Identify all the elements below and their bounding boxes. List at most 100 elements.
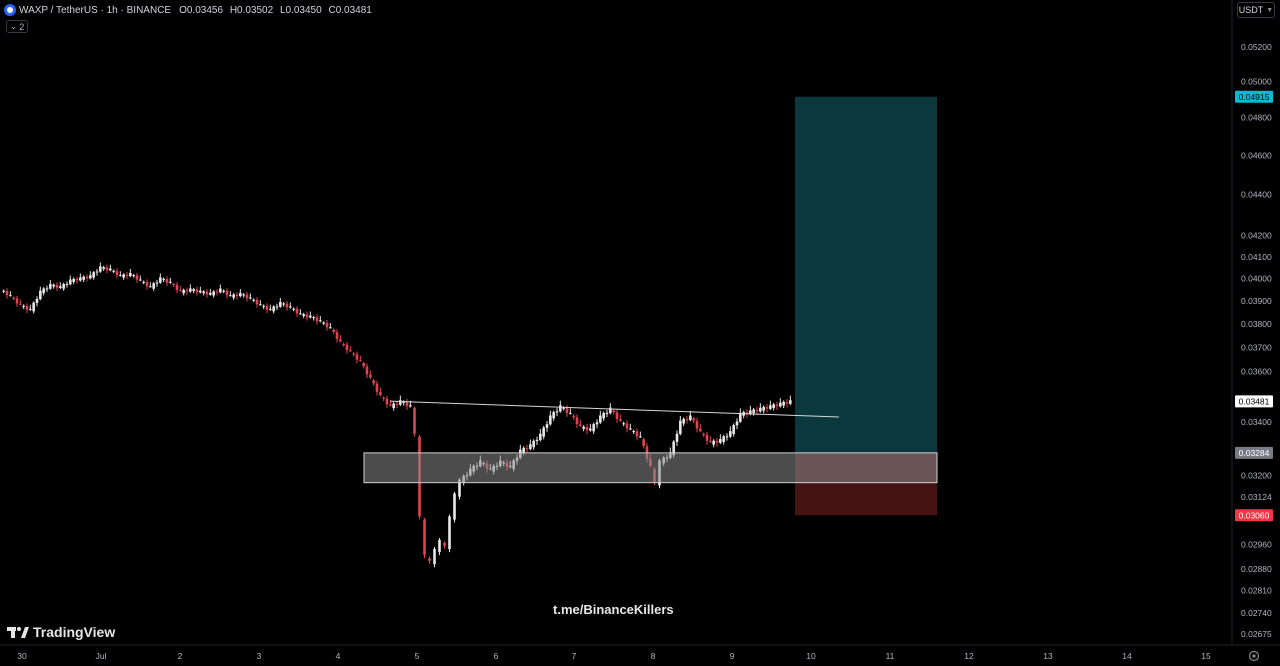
x-tick-label: 8 <box>651 651 656 661</box>
candle-body <box>52 284 55 287</box>
x-tick-label: 15 <box>1201 651 1211 661</box>
candle-body <box>152 283 155 289</box>
currency-label: USDT <box>1238 5 1264 15</box>
candle-body <box>689 415 692 421</box>
y-tick-label: 0.03800 <box>1241 319 1272 329</box>
candle-body <box>192 289 195 291</box>
candle-body <box>49 284 52 289</box>
candle-body <box>745 412 749 414</box>
candle-body <box>109 268 112 271</box>
y-tick-label: 0.03900 <box>1241 296 1272 306</box>
y-tick-label: 0.02810 <box>1241 586 1272 596</box>
candle-body <box>79 277 82 281</box>
candle-body <box>732 424 735 434</box>
candle-body <box>245 294 249 299</box>
candle-body <box>639 436 642 438</box>
candle-body <box>729 431 732 437</box>
x-tick-label: 11 <box>886 651 895 661</box>
candle-body <box>325 322 329 328</box>
target-price-badge-bg <box>1235 90 1273 103</box>
candle-body <box>329 327 332 329</box>
y-tick-label: 0.03700 <box>1241 343 1272 353</box>
candle-body <box>22 305 25 307</box>
candle-body <box>775 404 779 407</box>
candle-body <box>45 288 49 290</box>
candle-body <box>189 288 192 292</box>
candle-body <box>209 292 212 295</box>
candle-body <box>552 412 555 419</box>
y-tick-label: 0.02960 <box>1241 540 1272 550</box>
candle-body <box>182 289 185 294</box>
candle-body <box>69 279 72 285</box>
candle-body <box>635 431 639 437</box>
candle-body <box>35 298 39 303</box>
candle-body <box>379 391 382 396</box>
candle-body <box>72 278 75 283</box>
indicator-count: 2 <box>19 21 25 32</box>
candle-body <box>629 428 632 430</box>
watermark-text: t.me/BinanceKillers <box>553 602 674 617</box>
candle-body <box>619 419 622 421</box>
candle-body <box>75 279 79 281</box>
candle-body <box>115 270 119 276</box>
candle-body <box>752 409 755 414</box>
candle-body <box>642 439 645 447</box>
x-tick-label: 4 <box>336 651 341 661</box>
candle-body <box>295 309 299 314</box>
candle-body <box>235 294 239 296</box>
candle-body <box>199 290 202 293</box>
candle-body <box>615 412 619 419</box>
candle-body <box>359 359 362 361</box>
candle-body <box>275 306 279 308</box>
candle-body <box>19 303 22 305</box>
candle-body <box>352 353 355 355</box>
candle-body <box>399 400 402 405</box>
candle-body <box>725 436 729 438</box>
candle-body <box>389 404 392 406</box>
gear-icon[interactable] <box>1248 650 1260 662</box>
candle-body <box>692 418 695 421</box>
candle-body <box>355 354 359 360</box>
candle-body <box>292 308 295 310</box>
x-tick-label: 5 <box>415 651 420 661</box>
indicators-toggle[interactable]: ⌄ 2 <box>6 20 28 33</box>
candle-body <box>202 291 205 294</box>
candle-body <box>272 306 275 312</box>
candle-body <box>319 320 322 322</box>
candle-body <box>145 282 149 287</box>
x-tick-label: 12 <box>964 651 974 661</box>
candle-body <box>85 276 89 279</box>
candle-body <box>29 308 32 310</box>
candle-body <box>755 409 759 412</box>
x-tick-label: 9 <box>730 651 735 661</box>
candle-body <box>385 398 389 405</box>
y-tick-label: 0.04200 <box>1241 231 1272 241</box>
candle-body <box>679 420 682 434</box>
candle-body <box>715 441 719 443</box>
tradingview-logo[interactable]: TradingView <box>7 624 115 640</box>
candle-body <box>433 548 436 565</box>
candle-body <box>749 410 752 415</box>
low-value: L0.03450 <box>279 4 322 16</box>
candle-body <box>529 444 532 450</box>
candle-body <box>453 493 456 520</box>
candle-body <box>309 315 312 318</box>
candle-body <box>695 420 699 429</box>
candle-body <box>289 306 292 308</box>
currency-selector[interactable]: USDT ▼ <box>1237 2 1275 18</box>
candle-body <box>15 298 19 304</box>
candle-body <box>102 267 105 269</box>
candle-body <box>269 308 272 310</box>
candle-body <box>762 406 765 411</box>
candle-body <box>25 305 29 310</box>
candle-body <box>59 286 62 288</box>
candle-body <box>282 303 285 305</box>
candle-body <box>539 433 542 441</box>
candle-body <box>332 329 335 332</box>
candle-body <box>105 267 109 271</box>
candle-body <box>575 417 579 425</box>
candle-body <box>372 380 375 384</box>
symbol-title[interactable]: WAXP / TetherUS · 1h · BINANCE <box>19 4 172 16</box>
candle-body <box>565 408 569 413</box>
